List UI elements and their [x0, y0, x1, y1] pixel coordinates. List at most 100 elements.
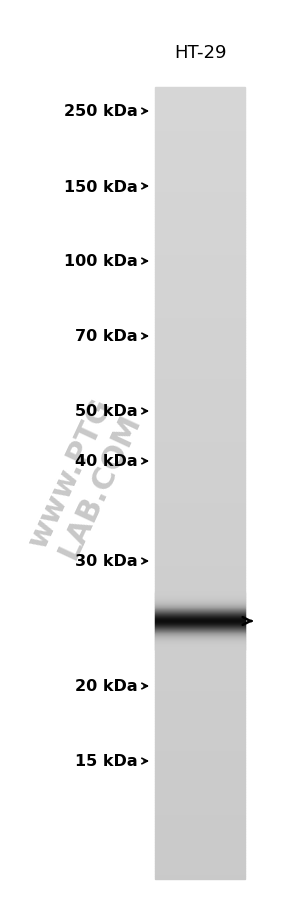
Bar — [155, 631, 245, 634]
Bar — [155, 410, 245, 412]
Bar — [155, 763, 245, 766]
Bar — [155, 692, 245, 695]
Bar — [155, 563, 245, 566]
Bar — [155, 104, 245, 106]
Bar — [155, 552, 245, 555]
Bar — [155, 172, 245, 175]
Bar — [155, 504, 245, 507]
Bar — [155, 225, 245, 227]
Bar — [155, 494, 245, 497]
Bar — [155, 715, 245, 718]
Bar — [155, 455, 245, 457]
Bar — [155, 497, 245, 500]
Bar — [155, 115, 245, 117]
Bar — [155, 446, 245, 449]
Bar — [155, 592, 245, 594]
Bar — [155, 538, 245, 541]
Bar — [155, 164, 245, 167]
Bar — [155, 760, 245, 763]
Bar — [155, 483, 245, 486]
Bar — [155, 175, 245, 178]
Bar — [155, 629, 245, 631]
Bar — [155, 805, 245, 808]
Bar — [155, 156, 245, 159]
Bar — [155, 141, 245, 143]
Bar — [155, 575, 245, 578]
Bar — [155, 341, 245, 344]
Bar — [155, 209, 245, 212]
Bar — [155, 346, 245, 349]
Bar — [155, 423, 245, 426]
Bar — [155, 122, 245, 124]
Bar — [155, 639, 245, 641]
Bar — [155, 544, 245, 547]
Bar — [155, 167, 245, 170]
Bar — [155, 597, 245, 600]
Bar — [155, 291, 245, 293]
Bar — [155, 621, 245, 623]
Text: 20 kDa: 20 kDa — [75, 678, 138, 694]
Bar — [155, 338, 245, 341]
Bar — [155, 318, 245, 320]
Bar — [155, 707, 245, 710]
Bar — [155, 842, 245, 845]
Bar — [155, 837, 245, 840]
Bar — [155, 397, 245, 399]
Bar — [155, 737, 245, 740]
Bar — [155, 473, 245, 475]
Bar — [155, 467, 245, 470]
Bar — [155, 120, 245, 122]
Bar — [155, 296, 245, 299]
Bar — [155, 789, 245, 792]
Bar — [155, 336, 245, 338]
Bar — [155, 267, 245, 270]
Text: 250 kDa: 250 kDa — [64, 105, 138, 119]
Bar — [155, 190, 245, 193]
Bar — [155, 681, 245, 684]
Bar — [155, 610, 245, 612]
Bar — [155, 492, 245, 494]
Bar — [155, 573, 245, 575]
Bar — [155, 750, 245, 752]
Bar — [155, 652, 245, 655]
Bar — [155, 821, 245, 824]
Bar — [155, 352, 245, 354]
Bar — [155, 486, 245, 489]
Bar — [155, 259, 245, 262]
Bar — [155, 315, 245, 318]
Bar — [155, 547, 245, 549]
Bar — [155, 378, 245, 381]
Bar — [155, 747, 245, 750]
Bar — [155, 570, 245, 573]
Bar — [155, 658, 245, 660]
Bar — [155, 262, 245, 264]
Bar — [155, 93, 245, 96]
Bar — [155, 520, 245, 523]
Bar — [155, 549, 245, 552]
Bar — [155, 531, 245, 534]
Bar — [155, 515, 245, 518]
Bar — [155, 740, 245, 742]
Text: HT-29: HT-29 — [174, 44, 226, 62]
Bar — [155, 795, 245, 797]
Bar — [155, 386, 245, 389]
Bar — [155, 703, 245, 705]
Bar — [155, 364, 245, 367]
Bar — [155, 578, 245, 581]
Bar — [155, 178, 245, 180]
Bar — [155, 594, 245, 597]
Bar — [155, 460, 245, 463]
Bar — [155, 584, 245, 586]
Bar — [155, 227, 245, 230]
Bar — [155, 855, 245, 858]
Bar — [155, 441, 245, 444]
Bar — [155, 787, 245, 789]
Bar — [155, 826, 245, 829]
Bar — [155, 299, 245, 301]
Bar — [155, 198, 245, 201]
Bar — [155, 152, 245, 154]
Bar — [155, 415, 245, 418]
Bar — [155, 734, 245, 737]
Bar — [155, 634, 245, 637]
Bar — [155, 223, 245, 225]
